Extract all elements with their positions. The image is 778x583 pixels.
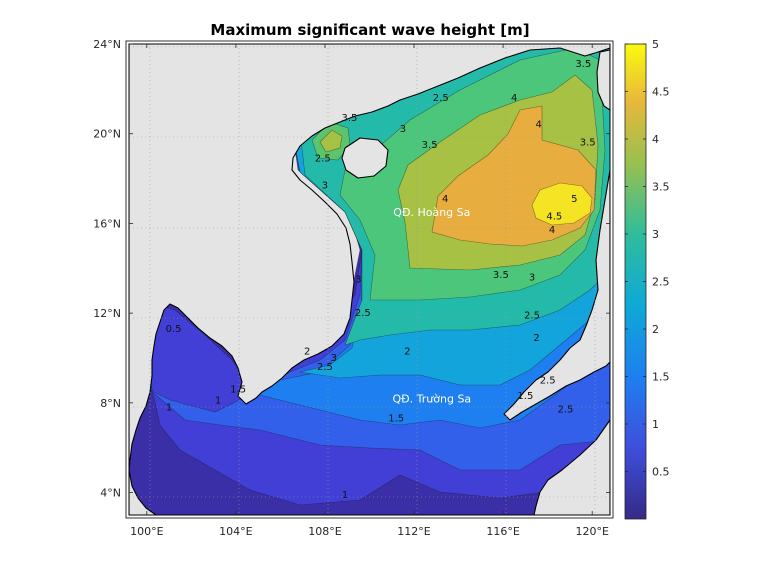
land-peninsula-south: [129, 469, 157, 515]
y-tick-label: 8°N: [100, 397, 121, 410]
contour-label: 3: [355, 275, 361, 286]
contour-label: 1.5: [517, 391, 533, 402]
contour-label: 5: [571, 194, 577, 205]
contour-label: 2.5: [558, 405, 574, 416]
contour-label: 2.5: [540, 375, 556, 386]
contour-label: 2.5: [524, 310, 540, 321]
colorbar-tick-label: 3.5: [652, 181, 670, 194]
contour-labels: 0.51111.51.51.52222.52.52.52.52.52.52.53…: [166, 59, 596, 501]
x-tick-label: 120°E: [575, 525, 608, 538]
x-tick-label: 108°E: [308, 525, 341, 538]
x-tick-label: 112°E: [397, 525, 430, 538]
contour-label: 4: [511, 93, 517, 104]
contour-label: 1: [166, 402, 172, 413]
colorbar-tick-label: 5: [652, 38, 659, 51]
y-tick-label: 16°N: [93, 217, 121, 230]
land-hainan: [341, 137, 389, 179]
x-tick-label: 100°E: [130, 525, 163, 538]
x-axis: 100°E 104°E 108°E 112°E 116°E 120°E: [130, 44, 609, 538]
contour-label: 4: [536, 120, 542, 131]
land-taiwan: [596, 49, 610, 111]
place-labels: QĐ. Hoàng Sa QĐ. Trường Sa: [393, 206, 472, 405]
colorbar-tick-label: 4: [652, 133, 659, 146]
contour-label: 2: [533, 333, 539, 344]
contour-label: 2.5: [315, 153, 331, 164]
colorbar-ticks: 0.5 1 1.5 2 2.5 3 3.5 4 4.5 5: [625, 38, 670, 479]
colorbar-tick-label: 0.5: [652, 466, 670, 479]
place-label: QĐ. Trường Sa: [393, 392, 472, 405]
map-frame: [128, 43, 611, 516]
contour-label: 1: [342, 490, 348, 501]
contour-label: 3: [529, 272, 535, 283]
y-tick-label: 12°N: [93, 307, 121, 320]
contour-label: 2.5: [317, 362, 333, 373]
x-tick-label: 104°E: [219, 525, 252, 538]
gulf-tonkin-inner: [319, 129, 343, 153]
contour-label: 3: [331, 353, 337, 364]
contour-label: 0.5: [166, 324, 182, 335]
map-grid: [129, 44, 610, 515]
y-tick-label: 24°N: [93, 38, 121, 51]
colorbar-tick-label: 2: [652, 323, 659, 336]
contour-label: 3.5: [575, 59, 591, 70]
contour-label: 4: [442, 194, 448, 205]
land-philippines: [503, 169, 610, 421]
colorbar-tick-label: 2.5: [652, 276, 670, 289]
colorbar: 0.5 1 1.5 2 2.5 3 3.5 4 4.5 5: [624, 38, 670, 520]
ocean-field: [129, 44, 610, 515]
contour-label: 1.5: [230, 384, 246, 395]
contour-label: 3.5: [422, 140, 438, 151]
contour-label: 2: [304, 346, 310, 357]
contour-label: 3.5: [580, 138, 596, 149]
contour-label: 3.5: [342, 113, 358, 124]
contour-label: 3: [322, 180, 328, 191]
colorbar-tick-label: 1: [652, 418, 659, 431]
y-tick-label: 4°N: [100, 487, 121, 500]
contour-label: 1: [215, 396, 221, 407]
x-tick-label: 116°E: [486, 525, 519, 538]
land-borneo: [533, 419, 610, 515]
map-area: 0.51111.51.51.52222.52.52.52.52.52.52.53…: [129, 44, 610, 515]
place-label: QĐ. Hoàng Sa: [393, 206, 470, 219]
colorbar-tick-label: 4.5: [652, 86, 670, 99]
contour-label: 4: [549, 225, 555, 236]
contour-label: 3: [400, 124, 406, 135]
y-tick-label: 20°N: [93, 128, 121, 141]
chart-title: Maximum significant wave height [m]: [210, 21, 529, 39]
contour-label: 4.5: [546, 212, 562, 223]
y-axis: 4°N 8°N 12°N 16°N 20°N 24°N: [93, 38, 610, 500]
colorbar-tick-label: 1.5: [652, 371, 670, 384]
land-masses: [129, 44, 610, 515]
contour-label: 2.5: [433, 93, 449, 104]
colorbar-gradient: [624, 43, 647, 520]
contour-label: 1.5: [388, 414, 404, 425]
contour-label: 3.5: [493, 270, 509, 281]
map-frame-outer: [125, 40, 614, 519]
colorbar-tick-label: 3: [652, 228, 659, 241]
contour-label: 2: [404, 346, 410, 357]
contour-label: 2.5: [355, 308, 371, 319]
sea-level-5: [531, 182, 593, 226]
land-mainland-asia: [129, 44, 610, 471]
